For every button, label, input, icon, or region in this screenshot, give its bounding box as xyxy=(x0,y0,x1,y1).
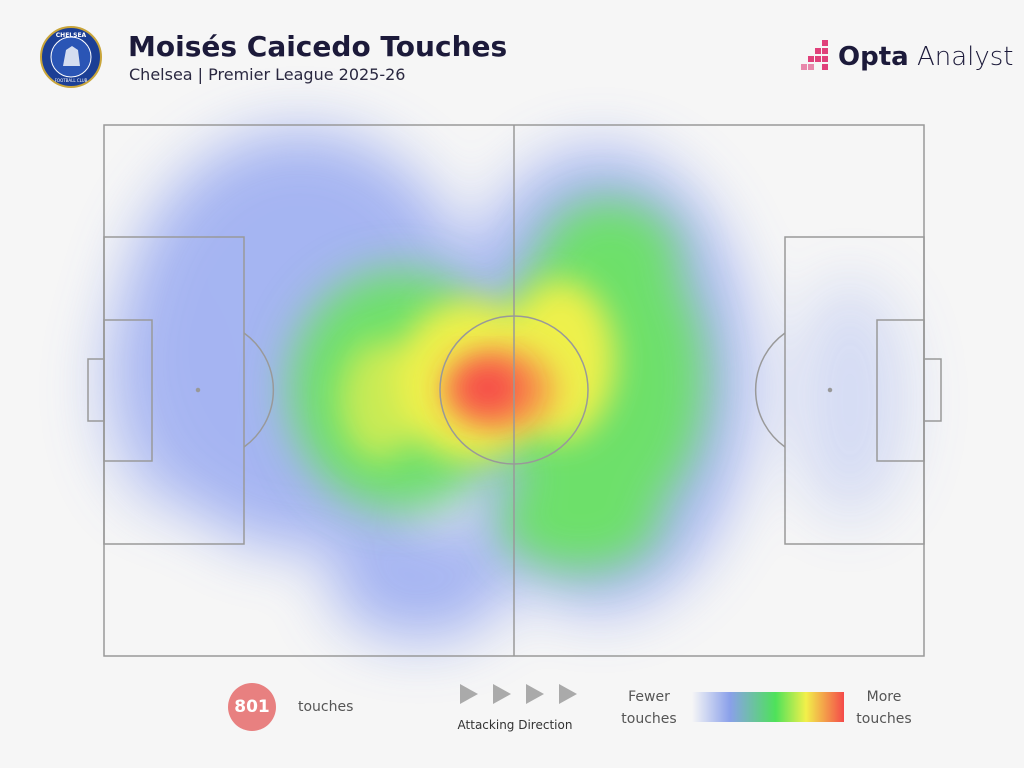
crest-text: FOOTBALL CLUB xyxy=(55,78,88,83)
title: Moisés Caicedo Touches xyxy=(128,30,508,63)
crest-text: CHELSEA xyxy=(56,32,87,39)
heatmap xyxy=(100,130,910,640)
legend-high: More touches xyxy=(856,689,912,727)
legend-low: Fewer touches xyxy=(621,689,677,727)
brand-bold: Opta xyxy=(838,42,909,72)
crest: CHELSEA FOOTBALL CLUB xyxy=(40,26,102,88)
brand: Opta Analyst xyxy=(838,42,1014,72)
brand-light: Analyst xyxy=(916,42,1014,72)
brand-icon xyxy=(801,40,828,70)
touch-label: touches xyxy=(298,699,354,715)
subtitle: Chelsea | Premier League 2025-26 xyxy=(129,65,406,84)
pitch xyxy=(87,124,942,657)
direction-label: Attacking Direction xyxy=(457,718,573,732)
direction-arrows xyxy=(460,684,577,704)
touch-count: 801 xyxy=(228,683,276,731)
legend-gradient xyxy=(692,692,844,722)
